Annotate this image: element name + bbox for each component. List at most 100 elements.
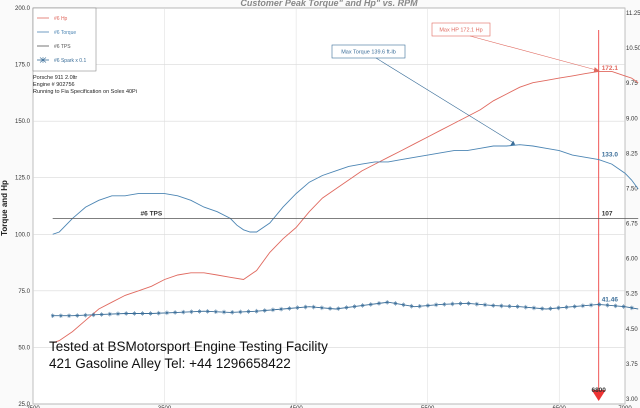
spark-point (238, 309, 243, 315)
x-tick-label: 2500 (26, 406, 40, 408)
spark-point (189, 309, 194, 315)
y-tick-label: 150.0 (15, 119, 31, 125)
y-tick-label: 25.0 (18, 402, 30, 408)
y2-tick-label: 6.75 (626, 222, 638, 228)
spark-point (507, 303, 512, 309)
spark-point (271, 307, 275, 313)
y2-tick-label: 3.75 (626, 362, 638, 368)
spark-point (336, 306, 341, 311)
spark-point (132, 311, 137, 316)
x-tick-label: 5500 (421, 406, 435, 408)
spark-point (475, 301, 479, 307)
spark-point (540, 306, 544, 311)
cursor-readout: 41.46 (602, 296, 619, 303)
spark-point (466, 301, 471, 306)
engine-note: Porsche 911 2.0ltr (33, 75, 77, 81)
spark-point (197, 309, 202, 314)
facility-line: Tested at BSMotorsport Engine Testing Fa… (49, 339, 328, 354)
plot-area (32, 7, 626, 405)
legend-label: #6 Torque (54, 30, 76, 36)
legend-label: #6 TPS (54, 44, 71, 50)
spark-point (91, 312, 96, 318)
spark-point (630, 305, 634, 311)
x-tick-label: 4500 (289, 406, 303, 408)
spark-point (205, 309, 210, 314)
x-tick-label: 7000 (618, 406, 632, 408)
legend: #6 Hp #6 Torque #6 TPS #6 Spark x 0.1 (32, 7, 97, 72)
chart-title: Customer Peak Torque" and Hp" vs. RPM (240, 0, 418, 8)
spark-point (303, 304, 308, 310)
spark-point (50, 313, 55, 319)
spark-point (156, 310, 161, 316)
spark-point (515, 304, 520, 309)
cursor-readout: 133.0 (602, 152, 619, 159)
y2-tick-label: 7.50 (626, 186, 638, 192)
cursor-readout: 172.1 (602, 65, 619, 72)
y-tick-label: 100.0 (15, 232, 31, 238)
max-hp-leader (469, 35, 597, 71)
x-tick-label: 6500 (553, 406, 567, 408)
max-hp-callout-text: Max HP 172.1 Hp (439, 28, 482, 34)
spark-point (385, 300, 389, 305)
spark-point (83, 312, 88, 318)
spark-point (99, 312, 104, 317)
spark-point (564, 304, 569, 310)
spark-point (254, 308, 259, 314)
y2-tick-label: 9.00 (626, 116, 638, 122)
spark-point (613, 303, 618, 309)
y2-tick-label: 8.25 (626, 151, 638, 157)
y2-tick-label: 5.25 (626, 292, 638, 298)
spark-point (181, 309, 186, 315)
spark-point (532, 305, 536, 311)
spark-point (605, 302, 610, 308)
y2-tick-label: 6.00 (626, 257, 638, 263)
max-hp-callout-box (431, 22, 491, 37)
y2-tick-label: 3.00 (626, 397, 638, 403)
spark-point (214, 309, 218, 315)
spark-point (320, 305, 324, 311)
spark-point (621, 304, 626, 309)
spark-point (311, 304, 316, 310)
spark-point (344, 305, 349, 310)
spark-point (434, 302, 438, 308)
spark-point (140, 311, 145, 316)
spark-point (458, 301, 463, 306)
spark-point (524, 304, 528, 310)
y-tick-label: 50.0 (18, 345, 30, 351)
spark-point (597, 302, 602, 307)
spark-point (426, 303, 430, 308)
tps-label: #6 TPS (141, 210, 163, 217)
series-line-1 (52, 70, 639, 344)
y2-tick-label: 10.50 (626, 46, 640, 52)
spark-point (572, 304, 577, 309)
spark-point (246, 309, 251, 314)
spark-point (556, 305, 561, 311)
spark-point (401, 302, 406, 308)
spark-point (548, 306, 553, 311)
rpm-cursor-marker (591, 390, 606, 401)
spark-point (393, 301, 398, 306)
y-tick-label: 175.0 (15, 63, 31, 69)
spark-point (491, 303, 495, 308)
y-axis-label: Torque and Hp (0, 180, 9, 236)
spark-point (417, 303, 422, 309)
spark-point (59, 313, 63, 319)
x-tick-label: 3500 (158, 406, 172, 408)
spark-point (369, 302, 373, 307)
max-hp-arrow (593, 67, 600, 73)
spark-point (230, 309, 234, 315)
rpm-readout: 6800 (591, 387, 606, 394)
max-torque-leader (375, 57, 514, 143)
spark-point (295, 305, 300, 311)
spark-point (360, 303, 365, 308)
spark-point (279, 306, 283, 312)
spark-point (442, 301, 447, 307)
spark-point (581, 303, 585, 309)
cursor-readout: 107 (602, 210, 613, 217)
y-tick-label: 200.0 (15, 6, 31, 12)
spark-point (67, 313, 71, 319)
facility-line: 421 Gasoline Alley Tel: +44 1296658422 (49, 356, 291, 371)
spark-point (124, 311, 128, 316)
